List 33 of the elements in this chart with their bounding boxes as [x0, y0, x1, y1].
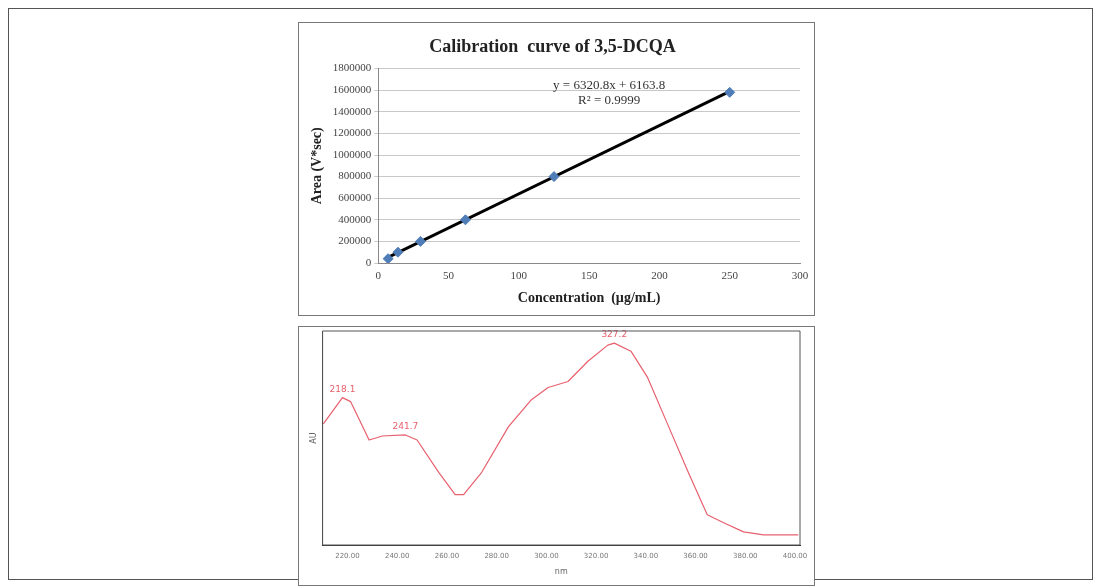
point [724, 86, 736, 98]
y-tick-label: 400000 [338, 212, 372, 225]
y-tick-label: 1200000 [332, 126, 372, 139]
y-tick-label: 1400000 [332, 104, 372, 117]
y-tick-label: 800000 [338, 169, 372, 182]
y-axis-title: AU [308, 432, 318, 444]
annotation: 241.7 [392, 420, 419, 431]
point [382, 253, 394, 263]
point [548, 171, 560, 183]
annotation: R² = 0.9999 [578, 91, 641, 107]
y-tick-label: 1800000 [332, 61, 372, 74]
y-tick-label: 1600000 [332, 83, 372, 96]
x-tick-label: 300 [791, 269, 809, 282]
annotation: y = 6320.8x + 6163.8 [553, 76, 666, 92]
point [392, 246, 404, 258]
y-tick-label: 600000 [338, 191, 372, 204]
y-tick-label: 1000000 [332, 147, 372, 160]
chart-title: Calibration curve of 3,5-DCQA [429, 36, 676, 57]
point [414, 235, 426, 247]
annotation: 327.2 [601, 329, 628, 340]
x-axis-title: Concentration (µg/mL) [517, 290, 661, 307]
x-axis-title: nm [554, 567, 568, 577]
x-tick-label: 150 [580, 269, 598, 282]
y-tick-label: 200000 [338, 234, 372, 247]
y-axis-title: Area (V*sec) [309, 126, 326, 205]
x-tick-label: 0 [375, 269, 382, 282]
point [459, 214, 471, 226]
x-tick-label: 50 [443, 269, 455, 282]
y-tick-label: 0 [365, 255, 372, 268]
x-tick-label: 200 [651, 269, 669, 282]
annotation: 218.1 [329, 383, 356, 394]
x-tick-label: 100 [510, 269, 528, 282]
x-tick-label: 250 [721, 269, 739, 282]
